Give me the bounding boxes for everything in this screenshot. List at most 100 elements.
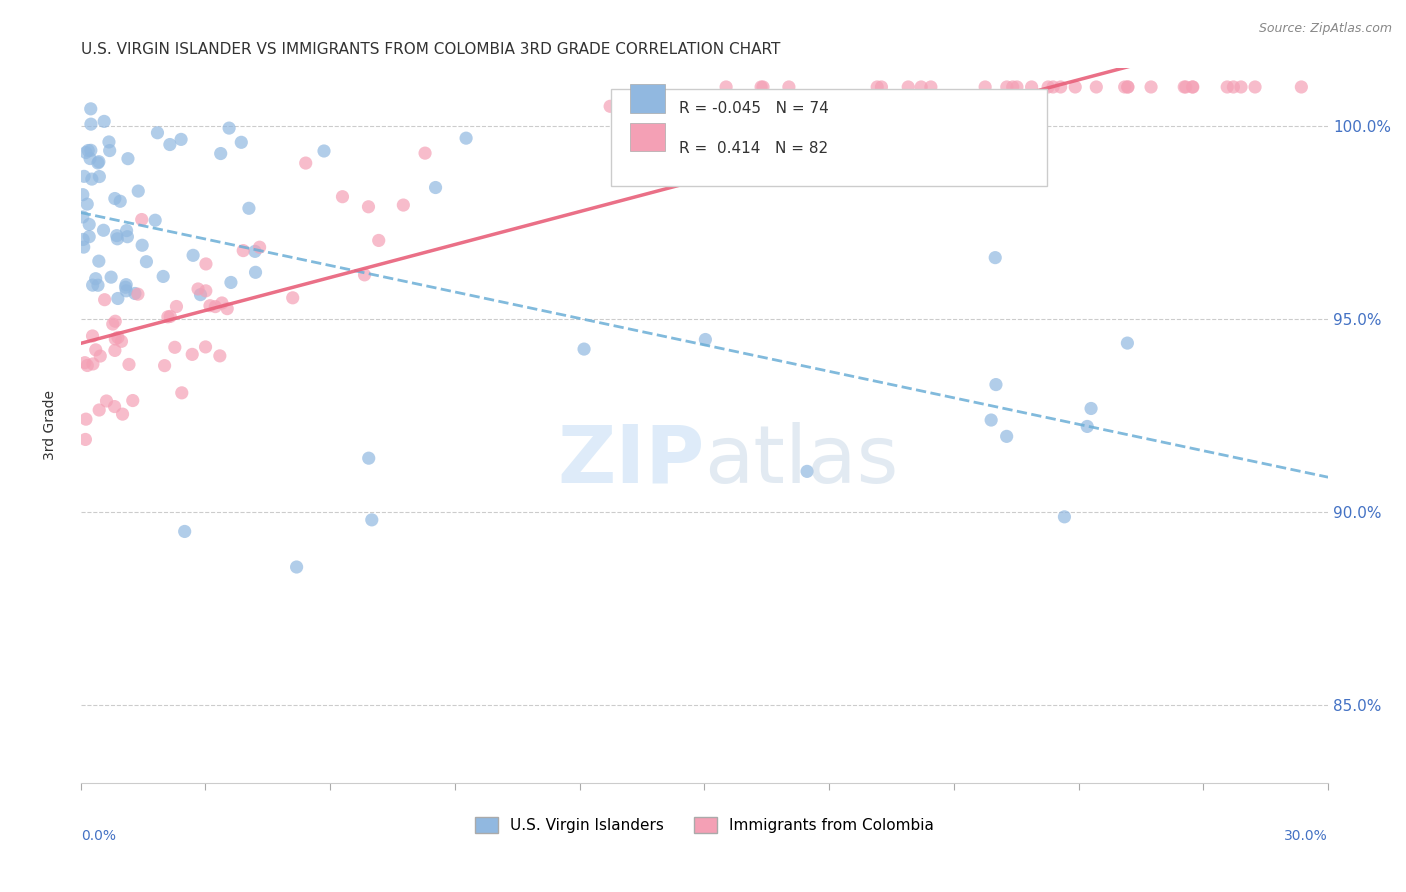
Point xyxy=(249,240,271,254)
Point xyxy=(73,356,96,370)
Point xyxy=(105,228,128,243)
FancyBboxPatch shape xyxy=(630,84,665,112)
Point xyxy=(194,340,217,354)
Point xyxy=(1116,80,1139,95)
Point xyxy=(111,407,134,421)
Point xyxy=(357,451,380,466)
Point xyxy=(79,152,101,166)
Point xyxy=(173,524,195,539)
Point xyxy=(80,102,103,116)
Point xyxy=(87,156,110,170)
Point xyxy=(231,136,253,150)
Point xyxy=(243,244,266,259)
Point xyxy=(866,80,889,95)
Point xyxy=(1291,80,1313,95)
Point xyxy=(208,349,231,363)
Text: U.S. VIRGIN ISLANDER VS IMMIGRANTS FROM COLOMBIA 3RD GRADE CORRELATION CHART: U.S. VIRGIN ISLANDER VS IMMIGRANTS FROM … xyxy=(80,42,780,57)
Point xyxy=(124,286,146,301)
Point xyxy=(995,429,1018,443)
Point xyxy=(181,248,204,262)
Point xyxy=(89,349,111,363)
Point xyxy=(897,80,920,95)
Point xyxy=(1036,80,1059,95)
Point xyxy=(159,310,181,324)
Point xyxy=(98,144,121,158)
Point xyxy=(72,210,94,224)
Point xyxy=(87,254,110,268)
Point xyxy=(572,342,595,356)
Point xyxy=(121,393,143,408)
Point xyxy=(392,198,415,212)
Point xyxy=(101,317,124,331)
Point xyxy=(1244,80,1267,95)
Point xyxy=(974,80,997,95)
Point xyxy=(127,287,149,301)
Point xyxy=(146,126,169,140)
Point xyxy=(357,200,380,214)
Point xyxy=(166,300,188,314)
Point xyxy=(245,265,267,279)
Point xyxy=(285,560,308,574)
Point xyxy=(599,99,621,113)
Point xyxy=(87,154,110,169)
Point xyxy=(153,359,176,373)
Point xyxy=(1181,80,1204,95)
Point xyxy=(104,314,127,328)
Y-axis label: 3rd Grade: 3rd Grade xyxy=(44,390,58,460)
Point xyxy=(778,80,800,95)
Point xyxy=(77,144,100,158)
Point xyxy=(456,131,478,145)
Point xyxy=(82,357,104,371)
Point xyxy=(1116,336,1139,351)
Point xyxy=(360,513,382,527)
Point xyxy=(353,268,375,282)
Point xyxy=(749,80,772,95)
Point xyxy=(89,403,111,417)
Point xyxy=(76,197,98,211)
Point xyxy=(209,146,232,161)
Point xyxy=(1173,80,1195,95)
Point xyxy=(118,358,141,372)
Point xyxy=(82,329,104,343)
Point xyxy=(413,146,436,161)
Point xyxy=(108,194,131,209)
Point xyxy=(695,333,717,347)
Point xyxy=(103,400,125,414)
Point xyxy=(1216,80,1239,95)
Legend: U.S. Virgin Islanders, Immigrants from Colombia: U.S. Virgin Islanders, Immigrants from C… xyxy=(468,811,941,839)
Point xyxy=(714,80,737,95)
Point xyxy=(1080,401,1102,416)
Point xyxy=(93,114,115,128)
Point xyxy=(984,251,1007,265)
Point xyxy=(143,213,166,227)
Point xyxy=(1222,80,1244,95)
Point xyxy=(115,224,138,238)
Point xyxy=(170,385,193,400)
Point xyxy=(1001,80,1024,95)
Point xyxy=(217,301,239,316)
Point xyxy=(984,377,1007,392)
Text: ZIP: ZIP xyxy=(557,422,704,500)
Point xyxy=(219,276,242,290)
Point xyxy=(72,187,94,202)
Point xyxy=(76,359,98,373)
Point xyxy=(181,347,204,361)
Text: 30.0%: 30.0% xyxy=(1285,830,1329,843)
Point xyxy=(232,244,254,258)
Text: R =  0.414   N = 82: R = 0.414 N = 82 xyxy=(679,141,828,155)
Point xyxy=(367,234,389,248)
Point xyxy=(87,278,110,293)
Point xyxy=(75,145,97,160)
Point xyxy=(152,269,174,284)
Point xyxy=(159,137,181,152)
Point xyxy=(1049,80,1071,95)
Point xyxy=(194,257,217,271)
Point xyxy=(218,121,240,136)
Point xyxy=(72,232,94,246)
Point xyxy=(96,394,118,409)
Point xyxy=(77,218,100,232)
Point xyxy=(156,310,179,324)
FancyBboxPatch shape xyxy=(630,123,665,152)
Text: 0.0%: 0.0% xyxy=(80,830,115,843)
Point xyxy=(294,156,316,170)
